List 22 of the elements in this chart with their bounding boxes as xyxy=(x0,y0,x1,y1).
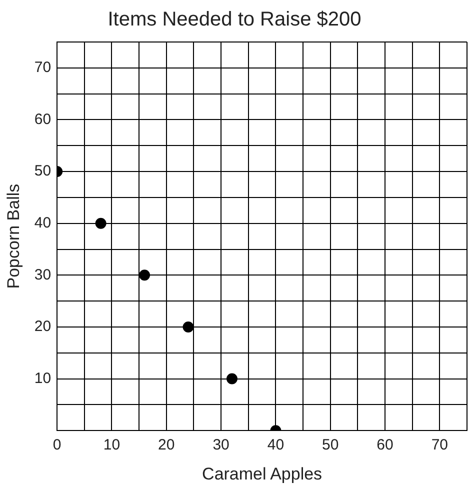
y-tick-label: 30 xyxy=(34,266,52,284)
x-tick-label: 70 xyxy=(431,436,448,454)
point xyxy=(182,321,194,332)
x-tick-label: 20 xyxy=(158,436,175,454)
x-tick-label: 0 xyxy=(52,436,62,454)
point xyxy=(226,373,238,384)
x-tick-label: 50 xyxy=(322,436,339,454)
point xyxy=(95,218,106,229)
point xyxy=(139,270,150,281)
x-tick-label: 30 xyxy=(212,436,230,454)
y-tick-label: 50 xyxy=(34,162,52,180)
x-tick-label: 10 xyxy=(103,436,120,454)
chart-title: Items Needed to Raise $200 xyxy=(108,8,362,31)
x-tick-label: 60 xyxy=(376,436,394,454)
x-axis-title: Caramel Apples xyxy=(202,464,322,484)
y-tick-label: 20 xyxy=(34,318,52,336)
x-tick-label: 40 xyxy=(267,436,284,454)
y-axis-title: Popcorn Balls xyxy=(4,184,23,289)
y-tick-label: 60 xyxy=(34,110,52,128)
y-tick-label: 10 xyxy=(34,370,52,387)
y-tick-label: 70 xyxy=(34,59,52,76)
y-tick-label: 40 xyxy=(34,214,52,232)
